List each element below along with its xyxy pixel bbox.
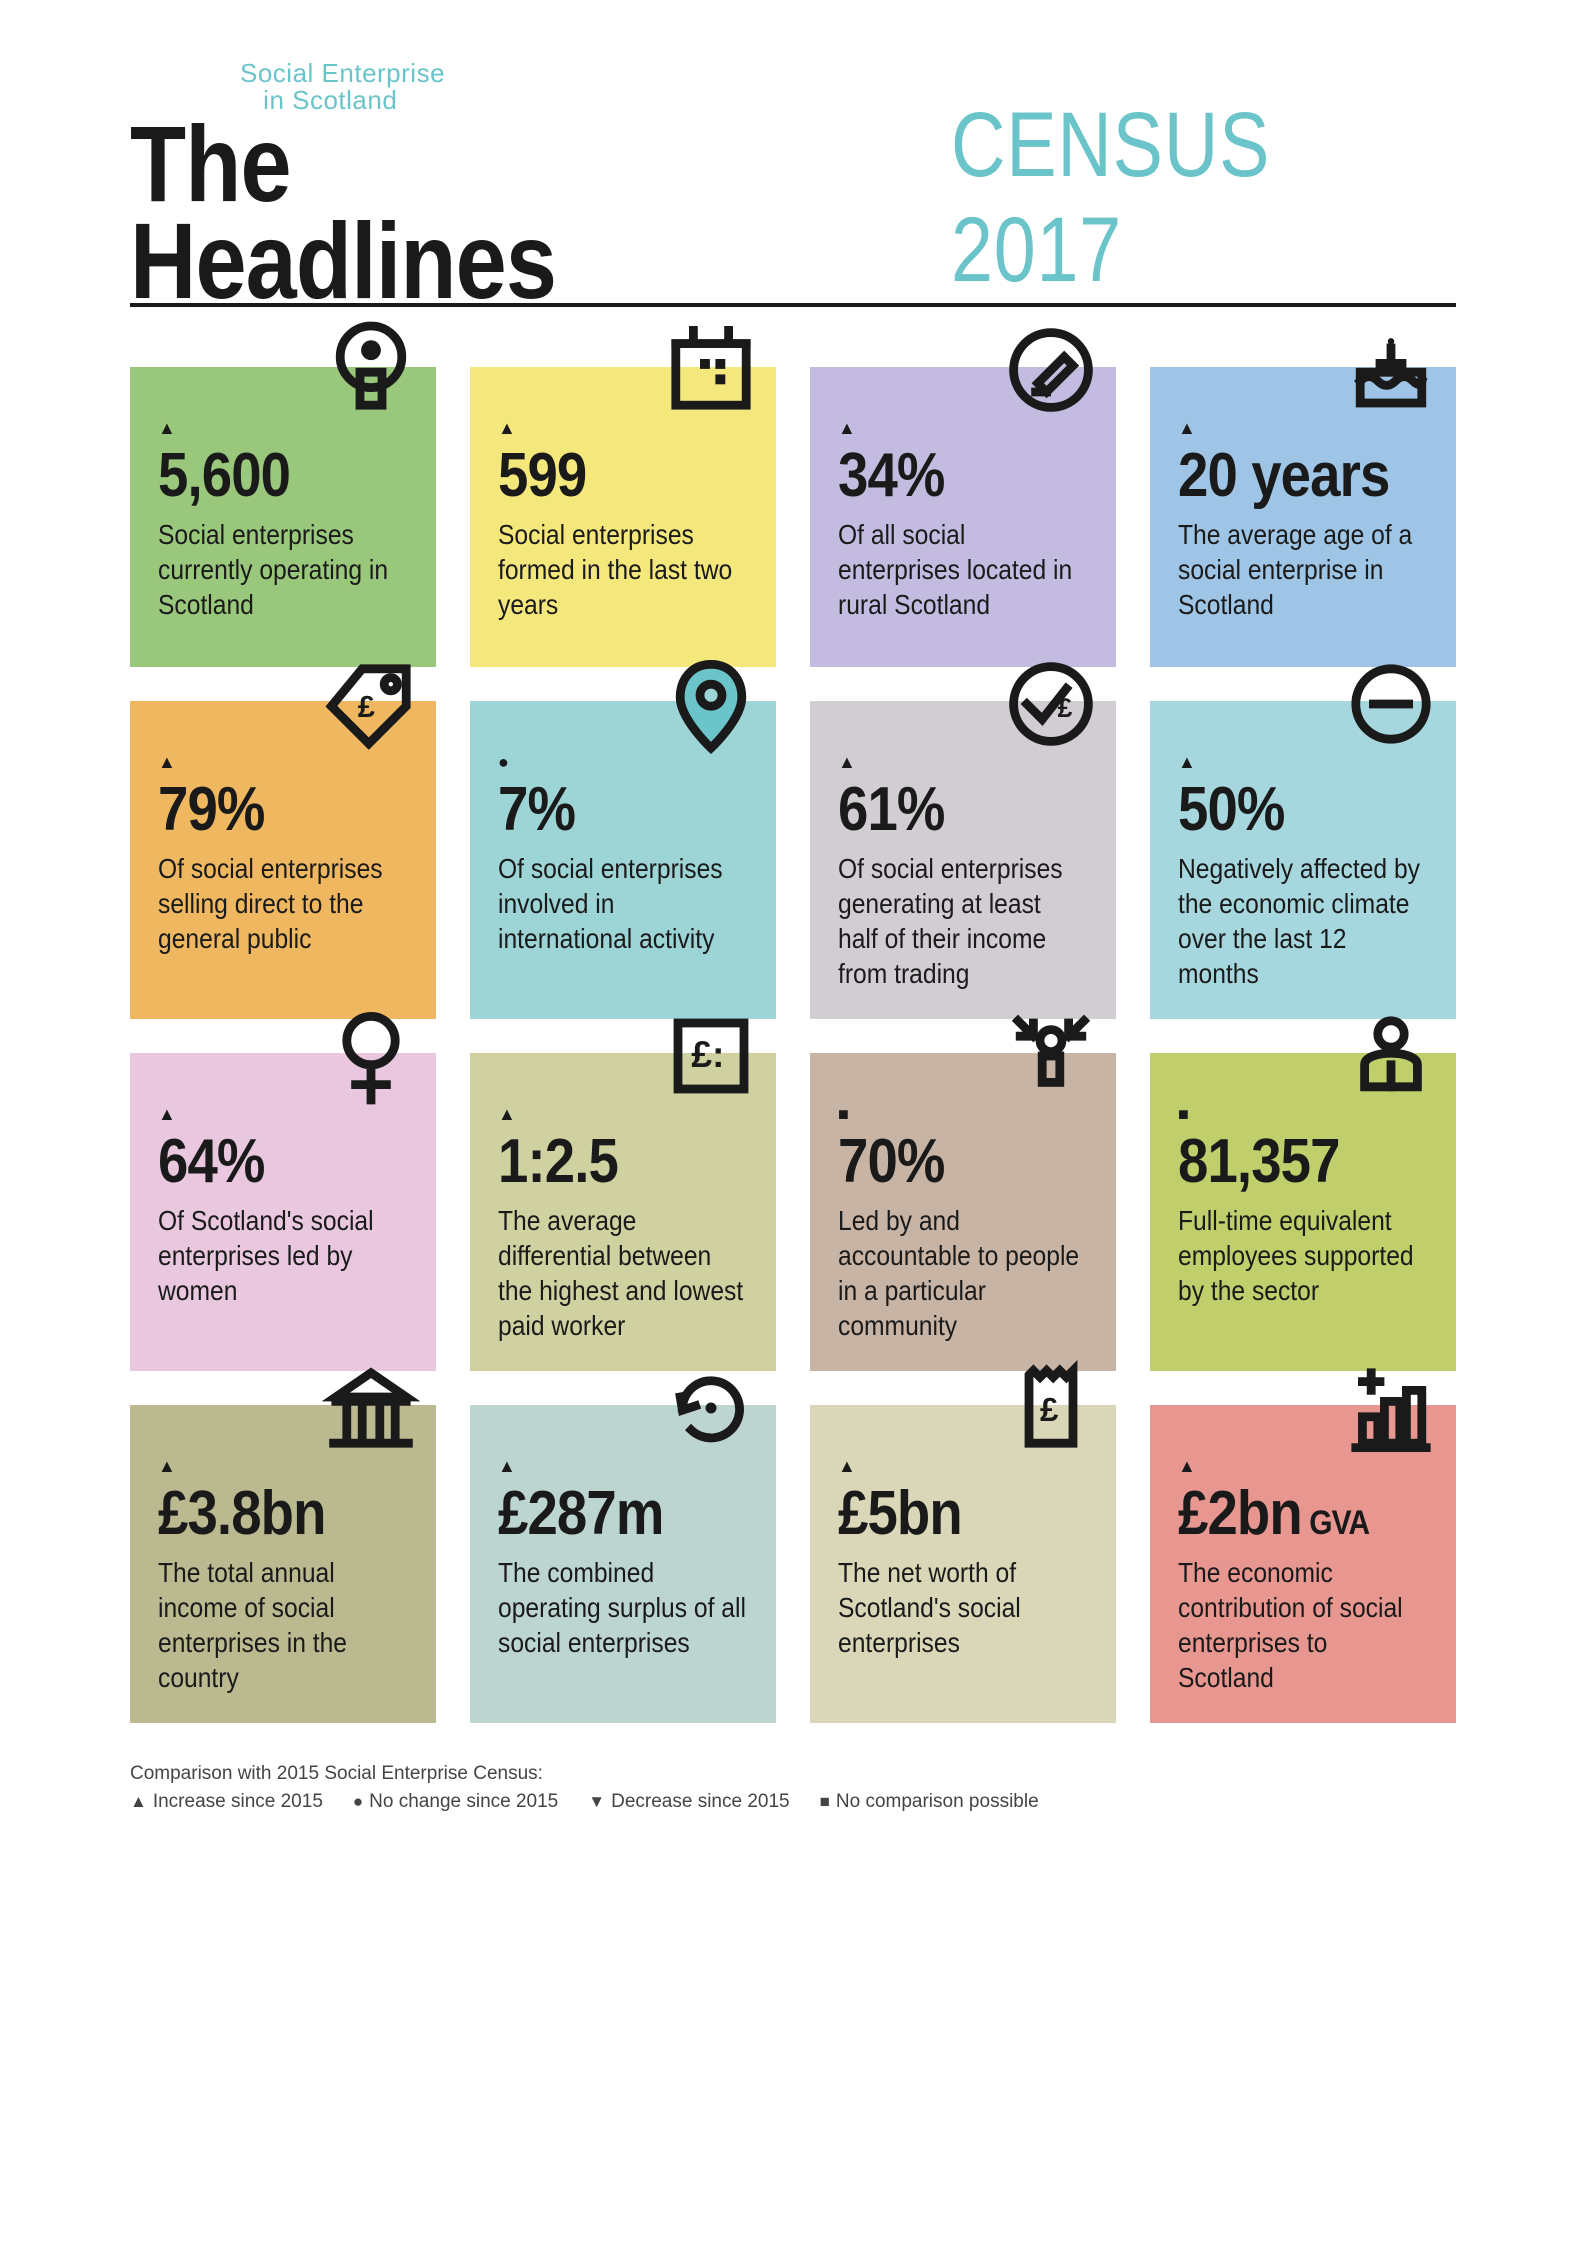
stat-value: 20 years — [1178, 445, 1398, 507]
tag-pound-icon: £ — [316, 649, 426, 759]
stat-value: 50% — [1178, 779, 1398, 841]
pound-box-icon: £: — [656, 1001, 766, 1111]
svg-text:£: £ — [1040, 1391, 1059, 1428]
stat-description: Social enterprises formed in the last tw… — [498, 517, 747, 622]
header: Social Enterprise in Scotland The Headli… — [130, 60, 1456, 307]
stat-value: 7% — [498, 779, 718, 841]
legend-symbol: ▲ — [130, 1792, 147, 1812]
legend-item: ● No change since 2015 — [353, 1791, 558, 1813]
stat-card: ▲ 34% Of all social enterprises located … — [810, 367, 1116, 667]
stat-description: Of all social enterprises located in rur… — [838, 517, 1087, 622]
stat-card: £: ▲ 1:2.5 The average differential betw… — [470, 1053, 776, 1371]
stat-value: 64% — [158, 1131, 378, 1193]
legend-title: Comparison with 2015 Social Enterprise C… — [130, 1763, 1456, 1785]
stat-card: ▲ £3.8bn The total annual income of soci… — [130, 1405, 436, 1723]
stat-description: The total annual income of social enterp… — [158, 1555, 407, 1695]
stat-value: 1:2.5 — [498, 1131, 718, 1193]
stat-description: Negatively affected by the economic clim… — [1178, 851, 1427, 991]
bars-plus-icon — [1336, 1353, 1446, 1463]
svg-text:£:: £: — [691, 1033, 724, 1075]
minus-circle-icon — [1336, 649, 1446, 759]
legend-item: ▲ Increase since 2015 — [130, 1791, 323, 1813]
stat-value: 81,357 — [1178, 1131, 1398, 1193]
title-block: Social Enterprise in Scotland The Headli… — [130, 60, 840, 309]
person-shield-icon — [1336, 1001, 1446, 1111]
legend: Comparison with 2015 Social Enterprise C… — [130, 1763, 1456, 1813]
legend-symbol: ▼ — [588, 1792, 605, 1812]
legend-item: ■ No comparison possible — [820, 1791, 1039, 1813]
stat-description: The combined operating surplus of all so… — [498, 1555, 747, 1660]
bank-icon — [316, 1353, 426, 1463]
stat-card: ▲ £2bn GVA The economic contribution of … — [1150, 1405, 1456, 1723]
stat-card: ▲ 64% Of Scotland's social enterprises l… — [130, 1053, 436, 1371]
stat-description: Of Scotland's social enterprises led by … — [158, 1203, 407, 1308]
legend-item: ▼ Decrease since 2015 — [588, 1791, 789, 1813]
stat-card: ▲ 599 Social enterprises formed in the l… — [470, 367, 776, 667]
legend-label: Decrease since 2015 — [611, 1791, 790, 1813]
stat-value: £287m — [498, 1483, 718, 1545]
stat-card: ● 7% Of social enterprises involved in i… — [470, 701, 776, 1019]
census-label: CENSUS 2017 — [951, 93, 1456, 303]
person-target-icon — [316, 315, 426, 425]
subtitle: Social Enterprise in Scotland — [240, 60, 840, 115]
arrows-in-icon — [996, 1001, 1106, 1111]
stat-card: ▲ 50% Negatively affected by the economi… — [1150, 701, 1456, 1019]
stat-grid: ▲ 5,600 Social enterprises currently ope… — [130, 367, 1456, 1723]
stat-value: 79% — [158, 779, 378, 841]
stat-value: 34% — [838, 445, 1058, 507]
legend-label: Increase since 2015 — [153, 1791, 323, 1813]
stat-card: ■ 81,357 Full-time equivalent employees … — [1150, 1053, 1456, 1371]
cake-icon — [1336, 315, 1446, 425]
stat-card: £ ▲ 61% Of social enterprises generating… — [810, 701, 1116, 1019]
svg-text:£: £ — [358, 689, 375, 724]
legend-symbol: ● — [353, 1792, 363, 1812]
stat-description: Of social enterprises selling direct to … — [158, 851, 407, 956]
stat-value: 5,600 — [158, 445, 378, 507]
stat-description: The average age of a social enterprise i… — [1178, 517, 1427, 622]
stat-value: 599 — [498, 445, 718, 507]
stat-description: The economic contribution of social ente… — [1178, 1555, 1427, 1695]
stat-value: 70% — [838, 1131, 1058, 1193]
legend-symbol: ■ — [820, 1792, 830, 1812]
subtitle-line1: Social Enterprise — [240, 58, 445, 88]
write-circle-icon — [996, 315, 1106, 425]
stat-value: £3.8bn — [158, 1483, 378, 1545]
stat-description: The net worth of Scotland's social enter… — [838, 1555, 1087, 1660]
check-pound-icon: £ — [996, 649, 1106, 759]
stat-description: Of social enterprises generating at leas… — [838, 851, 1087, 991]
stat-description: Full-time equivalent employees supported… — [1178, 1203, 1427, 1308]
stat-description: Led by and accountable to people in a pa… — [838, 1203, 1087, 1343]
pin-icon — [656, 649, 766, 759]
stat-value: £5bn — [838, 1483, 1058, 1545]
stat-value: 61% — [838, 779, 1058, 841]
stat-card: £ ▲ £5bn The net worth of Scotland's soc… — [810, 1405, 1116, 1723]
stat-card: ■ 70% Led by and accountable to people i… — [810, 1053, 1116, 1371]
stat-description: Of social enterprises involved in intern… — [498, 851, 747, 956]
svg-text:£: £ — [1058, 693, 1073, 723]
stat-card: ▲ 20 years The average age of a social e… — [1150, 367, 1456, 667]
stat-description: Social enterprises currently operating i… — [158, 517, 407, 622]
stat-card: ▲ £287m The combined operating surplus o… — [470, 1405, 776, 1723]
stat-value: £2bn GVA — [1178, 1483, 1398, 1545]
legend-label: No change since 2015 — [369, 1791, 558, 1813]
legend-label: No comparison possible — [836, 1791, 1039, 1813]
female-icon — [316, 1001, 426, 1111]
stat-card: £ ▲ 79% Of social enterprises selling di… — [130, 701, 436, 1019]
receipt-icon: £ — [996, 1353, 1106, 1463]
calendar-icon — [656, 315, 766, 425]
cycle-icon — [656, 1353, 766, 1463]
main-title: The Headlines — [130, 115, 733, 309]
stat-description: The average differential between the hig… — [498, 1203, 747, 1343]
legend-row: ▲ Increase since 2015 ● No change since 201… — [130, 1791, 1456, 1813]
stat-card: ▲ 5,600 Social enterprises currently ope… — [130, 367, 436, 667]
